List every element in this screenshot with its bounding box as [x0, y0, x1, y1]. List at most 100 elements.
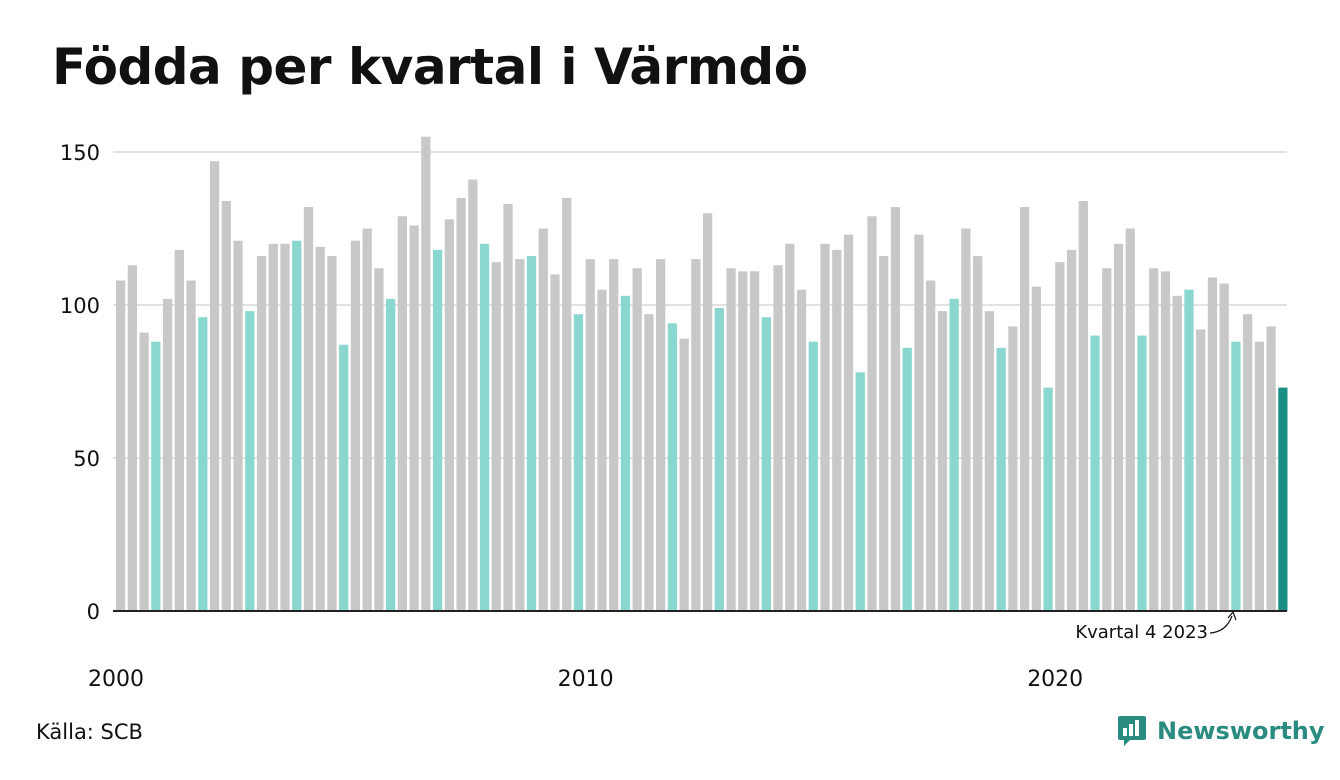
- y-axis-labels: 0 50 100 150: [60, 141, 100, 624]
- bar: [738, 271, 748, 611]
- bar: [409, 225, 419, 611]
- bar: [656, 259, 666, 611]
- bar: [562, 197, 572, 611]
- brand-logo: Newsworthy: [1117, 714, 1325, 748]
- bar: [902, 347, 912, 611]
- bar: [984, 311, 994, 611]
- bar: [714, 308, 724, 611]
- bar: [820, 243, 830, 612]
- bar: [691, 259, 701, 611]
- bar: [585, 259, 595, 611]
- bar: [996, 347, 1006, 611]
- bar: [890, 207, 901, 611]
- bar: [1172, 295, 1182, 611]
- bar: [1066, 249, 1077, 612]
- bar: [973, 256, 983, 611]
- bar: [303, 207, 314, 611]
- bar: [703, 213, 713, 611]
- bar: [914, 234, 924, 611]
- bar: [432, 249, 443, 612]
- x-tick-label: 2010: [558, 667, 614, 692]
- bar: [1102, 268, 1112, 611]
- bar: [1055, 262, 1065, 611]
- bar: [937, 311, 948, 611]
- bar: [1243, 314, 1253, 611]
- bar: [1043, 387, 1053, 611]
- bar: [538, 228, 548, 611]
- annotation-arrowhead: [1227, 610, 1237, 621]
- bar: [491, 262, 501, 611]
- bar: [139, 332, 149, 611]
- annotation: Kvartal 4 2023: [1075, 610, 1237, 643]
- bar: [350, 240, 361, 612]
- bar: [174, 249, 184, 612]
- bar: [526, 256, 537, 611]
- bar: [374, 268, 384, 611]
- bar: [1196, 329, 1206, 611]
- bar: [879, 256, 889, 611]
- bar: [573, 314, 584, 611]
- annotation-arrow: [1209, 615, 1233, 634]
- bar: [550, 274, 560, 611]
- bar: [1078, 200, 1088, 611]
- bar: [1231, 341, 1241, 611]
- y-tick-label: 150: [60, 141, 100, 165]
- bar: [785, 243, 795, 612]
- bar: [644, 314, 654, 611]
- bar: [515, 259, 525, 611]
- bar: [221, 200, 231, 611]
- y-tick-label: 100: [60, 294, 100, 318]
- bar: [867, 216, 877, 611]
- bar-chart: 0 50 100 150 2000 2010 2020 Kvartal 4 2023: [60, 136, 1288, 692]
- bar: [280, 243, 290, 612]
- bar: [749, 271, 760, 611]
- bar: [233, 240, 243, 612]
- bar: [855, 372, 865, 611]
- bar: [444, 219, 454, 611]
- bar: [961, 228, 971, 611]
- bar: [327, 256, 337, 611]
- bar: [1254, 341, 1265, 611]
- bar: [679, 338, 689, 611]
- bar: [1207, 277, 1218, 611]
- bar: [127, 265, 137, 611]
- bar: [609, 259, 619, 611]
- bar: [1184, 289, 1194, 611]
- bar: [1219, 283, 1229, 611]
- bar: [456, 197, 466, 611]
- y-tick-label: 0: [87, 600, 100, 624]
- bar: [808, 341, 818, 611]
- bar: [832, 249, 842, 612]
- bars: [113, 136, 1288, 612]
- bar: [761, 317, 771, 611]
- bar: [292, 240, 302, 612]
- bar: [620, 295, 631, 611]
- bar: [949, 298, 959, 611]
- bar: [315, 246, 325, 612]
- bar: [479, 243, 490, 612]
- bar: [339, 344, 349, 611]
- bar: [1125, 228, 1135, 611]
- bar: [386, 298, 396, 611]
- bar: [1008, 326, 1018, 611]
- y-tick-label: 50: [73, 447, 100, 471]
- source-note: Källa: SCB: [36, 720, 143, 744]
- bar: [926, 280, 936, 611]
- bar: [597, 289, 607, 611]
- bar: [1090, 335, 1100, 611]
- newsworthy-logo-icon: [1118, 716, 1146, 746]
- bar: [1031, 286, 1041, 611]
- bar: [773, 265, 783, 611]
- x-tick-label: 2020: [1027, 667, 1083, 692]
- brand-name: Newsworthy: [1157, 717, 1325, 745]
- bar: [362, 228, 372, 611]
- bar: [468, 179, 478, 612]
- bar: [198, 317, 208, 611]
- bar: [632, 268, 642, 611]
- bar: [186, 280, 196, 611]
- annotation-label: Kvartal 4 2023: [1075, 622, 1208, 643]
- bar-latest: [1278, 387, 1288, 611]
- bar: [151, 341, 161, 611]
- bar: [1149, 268, 1159, 611]
- bar: [209, 161, 220, 611]
